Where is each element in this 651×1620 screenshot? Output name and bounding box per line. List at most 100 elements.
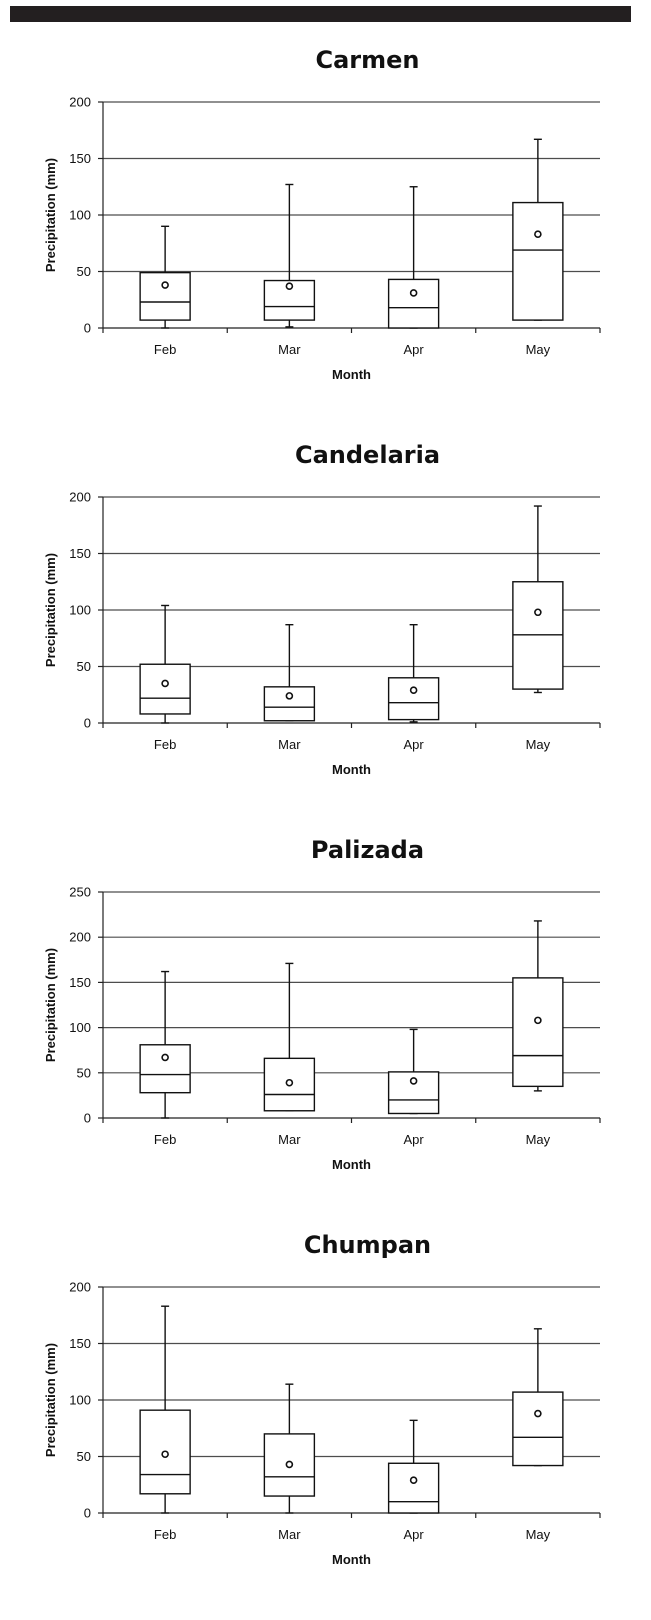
mean-marker [534, 1409, 542, 1418]
x-tick-label: Feb [154, 737, 176, 752]
mean-marker [409, 1077, 418, 1085]
y-axis-title: Precipitation (mm) [43, 158, 58, 272]
x-tick-label: Mar [278, 342, 301, 357]
x-tick-label: May [526, 1132, 551, 1147]
y-tick-label: 100 [69, 208, 91, 223]
chart-1-svg: Carmen 0 50 100 150 200 Precipitation (mm) Mont… [43, 46, 601, 382]
x-tick-label: Feb [154, 1132, 176, 1147]
iqr-box [139, 1044, 191, 1094]
x-axis-title: Month [332, 762, 371, 777]
x-tick-label: Feb [154, 1527, 176, 1542]
x-tick-label: Mar [278, 1132, 301, 1147]
y-tick-label: 200 [69, 1280, 91, 1295]
box-may [512, 920, 564, 1092]
mean-marker [285, 692, 294, 700]
chart-title: Chumpan [304, 1231, 431, 1259]
y-tick-label: 0 [84, 716, 91, 731]
chart-title: Candelaria [295, 441, 440, 469]
box-feb [139, 604, 191, 724]
chart-panel-2: Candelaria 0 50 100 150 200 Precipitation (mm)… [0, 435, 651, 830]
chart-panel-3: Palizada 0 50 100 150 200 250 Precipitation (mm… [0, 830, 651, 1225]
x-tick-label: Apr [404, 737, 425, 752]
y-tick-label: 200 [69, 490, 91, 505]
iqr-box [387, 278, 440, 329]
x-axis-title: Month [332, 367, 371, 382]
y-axis-title: Precipitation (mm) [43, 1343, 58, 1457]
box-may [512, 505, 564, 694]
chart-3-svg: Palizada 0 50 100 150 200 250 Precipitation (mm… [43, 836, 601, 1172]
y-tick-label: 0 [84, 1111, 91, 1126]
box-feb [139, 225, 191, 329]
mean-marker [285, 1460, 294, 1469]
mean-marker [409, 289, 418, 297]
y-axis-title: Precipitation (mm) [43, 553, 58, 667]
top-banner-bar [10, 6, 631, 22]
chart-panel-1: Carmen 0 50 100 150 200 Precipitation (mm) Mont… [0, 40, 651, 435]
box-may [512, 1328, 564, 1467]
iqr-box [139, 271, 191, 321]
iqr-box [387, 1462, 440, 1514]
chart-title: Palizada [311, 836, 424, 864]
y-tick-label: 100 [69, 603, 91, 618]
box-mar [263, 962, 316, 1112]
y-tick-label: 100 [69, 1020, 91, 1035]
y-tick-label: 50 [77, 264, 91, 279]
y-tick-label: 0 [84, 1506, 91, 1521]
mean-marker [161, 281, 169, 289]
x-tick-label: May [526, 737, 551, 752]
box-mar [263, 1383, 316, 1514]
iqr-box [387, 677, 440, 721]
y-tick-label: 0 [84, 321, 91, 336]
x-axis-title: Month [332, 1157, 371, 1172]
mean-marker [285, 282, 294, 290]
x-tick-label: Apr [404, 1527, 425, 1542]
box-may [512, 138, 564, 321]
y-tick-label: 150 [69, 546, 91, 561]
y-tick-label: 250 [69, 885, 91, 900]
y-tick-label: 150 [69, 1336, 91, 1351]
box-apr [387, 186, 440, 329]
box-apr [387, 623, 440, 723]
y-axis-title: Precipitation (mm) [43, 948, 58, 1062]
x-tick-label: May [526, 1527, 551, 1542]
iqr-box [512, 201, 564, 321]
box-mar [263, 623, 316, 722]
x-tick-label: Mar [278, 737, 301, 752]
box-feb [139, 1305, 191, 1514]
y-tick-label: 50 [77, 1449, 91, 1464]
x-tick-label: Apr [404, 342, 425, 357]
mean-marker [161, 1450, 169, 1459]
box-feb [139, 970, 191, 1119]
iqr-box [512, 1391, 564, 1467]
x-tick-label: Apr [404, 1132, 425, 1147]
chart-title: Carmen [315, 46, 419, 74]
mean-marker [161, 679, 169, 688]
mean-marker [534, 1016, 542, 1025]
y-tick-label: 150 [69, 975, 91, 990]
iqr-box [512, 977, 564, 1088]
y-tick-label: 50 [77, 659, 91, 674]
mean-marker [161, 1053, 169, 1062]
iqr-box [263, 686, 316, 722]
y-tick-label: 200 [69, 930, 91, 945]
iqr-box [139, 663, 191, 715]
mean-marker [409, 686, 418, 695]
box-apr [387, 1028, 440, 1115]
chart-panel-4: Chumpan 0 50 100 150 200 Precipitation (mm) Mon… [0, 1225, 651, 1620]
x-tick-label: May [526, 342, 551, 357]
mean-marker [534, 608, 542, 617]
box-apr [387, 1419, 440, 1514]
x-tick-label: Mar [278, 1527, 301, 1542]
y-tick-label: 50 [77, 1065, 91, 1080]
y-tick-label: 100 [69, 1393, 91, 1408]
mean-marker [409, 1476, 418, 1485]
y-tick-label: 150 [69, 151, 91, 166]
y-tick-label: 200 [69, 95, 91, 110]
mean-marker [285, 1078, 294, 1087]
x-axis-title: Month [332, 1552, 371, 1567]
chart-4-svg: Chumpan 0 50 100 150 200 Precipitation (mm) Mon… [43, 1231, 601, 1567]
mean-marker [534, 230, 542, 239]
chart-2-svg: Candelaria 0 50 100 150 200 Precipitation (mm)… [43, 441, 601, 777]
x-tick-label: Feb [154, 342, 176, 357]
box-mar [263, 183, 316, 328]
